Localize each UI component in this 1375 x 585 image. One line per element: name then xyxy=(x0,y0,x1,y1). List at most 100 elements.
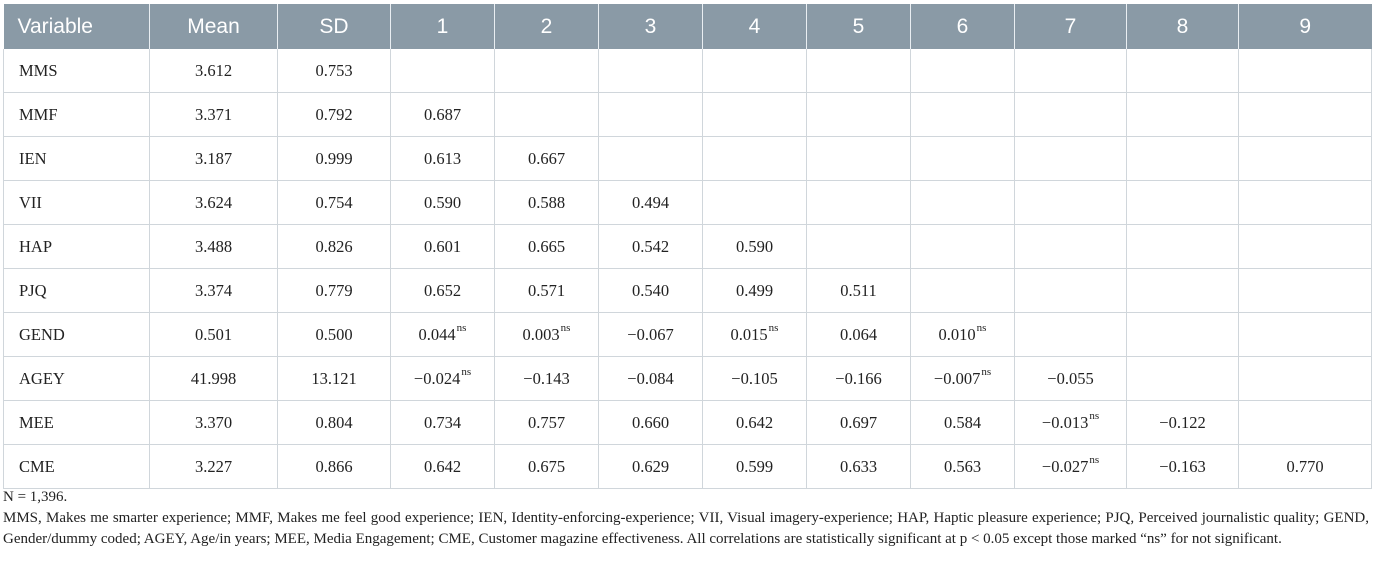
cell-value: 0.542 xyxy=(631,236,670,256)
table-cell: 0.629 xyxy=(598,444,703,489)
variable-cell: GEND xyxy=(3,312,150,357)
table-cell xyxy=(1238,356,1372,401)
table-cell: 0.734 xyxy=(390,400,495,445)
cell-value: 0.494 xyxy=(631,192,670,212)
cell-value: −0.122 xyxy=(1159,412,1206,432)
cell-value: 0.642 xyxy=(735,412,774,432)
table-cell xyxy=(598,136,703,181)
variable-cell: HAP xyxy=(3,224,150,269)
table-cell: −0.024ns xyxy=(390,356,495,401)
table-cell: −0.055 xyxy=(1014,356,1127,401)
table-cell: 0.044ns xyxy=(390,312,495,357)
cell-value: 3.612 xyxy=(194,60,233,80)
table-cell xyxy=(1126,49,1239,93)
cell-value: 0.501 xyxy=(194,324,233,344)
cell-value: 0.804 xyxy=(315,412,353,432)
table-cell xyxy=(1238,268,1372,313)
column-header: 6 xyxy=(910,4,1015,49)
cell-value: 0.665 xyxy=(527,236,566,256)
table-row: HAP 3.488 0.826 0.601 0.665 0.542 0.590 xyxy=(3,224,1372,269)
table-cell: −0.105 xyxy=(702,356,807,401)
cell-value: 0.629 xyxy=(631,456,670,476)
table-row: PJQ 3.374 0.779 0.652 0.571 0.540 0.499 0.511 xyxy=(3,268,1372,313)
table-cell xyxy=(1126,224,1239,269)
cell-value: 0.500 xyxy=(315,324,353,344)
table-cell xyxy=(1014,224,1127,269)
table-cell: 0.010ns xyxy=(910,312,1015,357)
cell-value: 3.371 xyxy=(194,104,233,124)
table-cell xyxy=(806,92,911,137)
table-cell xyxy=(1238,400,1372,445)
table-cell xyxy=(910,268,1015,313)
table-row: IEN 3.187 0.999 0.613 0.667 xyxy=(3,136,1372,181)
table-cell: 3.624 xyxy=(149,180,278,225)
table-cell xyxy=(806,180,911,225)
table-cell: −0.166 xyxy=(806,356,911,401)
table-cell: 0.588 xyxy=(494,180,599,225)
table-cell: −0.122 xyxy=(1126,400,1239,445)
table-cell: 0.613 xyxy=(390,136,495,181)
cell-value: AGEY xyxy=(19,368,65,388)
cell-value: 0.642 xyxy=(423,456,462,476)
cell-value: 0.697 xyxy=(839,412,878,432)
cell-value: GEND xyxy=(19,324,65,344)
column-header: 8 xyxy=(1126,4,1239,49)
cell-value: 0.660 xyxy=(631,412,670,432)
table-row: AGEY 41.998 13.121 −0.024ns −0.143 −0.084 −0.1… xyxy=(3,356,1372,401)
cell-value: 0.601 xyxy=(423,236,462,256)
variable-cell: AGEY xyxy=(3,356,150,401)
table-cell: 0.642 xyxy=(702,400,807,445)
table-cell: 3.370 xyxy=(149,400,278,445)
table-cell: 0.687 xyxy=(390,92,495,137)
cell-value: 41.998 xyxy=(190,368,237,388)
column-header: 1 xyxy=(390,4,495,49)
table-cell: 0.601 xyxy=(390,224,495,269)
cell-value: 13.121 xyxy=(311,368,357,388)
table-cell xyxy=(702,180,807,225)
table-cell: 0.571 xyxy=(494,268,599,313)
cell-value: 0.754 xyxy=(315,192,353,212)
cell-value: 0.590 xyxy=(423,192,462,212)
table-row: MEE 3.370 0.804 0.734 0.757 0.660 0.642 0.697 0.… xyxy=(3,400,1372,445)
table-cell xyxy=(1238,49,1372,93)
table-cell: 0.660 xyxy=(598,400,703,445)
table-cell: 3.187 xyxy=(149,136,278,181)
cell-value: 0.015 xyxy=(730,324,768,344)
table-body: MMS 3.612 0.753 MMF 3.371 0.792 0.687 IEN 3.187 0… xyxy=(3,49,1372,489)
table-cell xyxy=(494,49,599,93)
sample-size-note: N = 1,396. xyxy=(3,489,68,505)
cell-value: 0.675 xyxy=(527,456,566,476)
table-cell xyxy=(702,136,807,181)
table-cell: 41.998 xyxy=(149,356,278,401)
cell-value: 0.563 xyxy=(943,456,982,476)
table-cell: 0.633 xyxy=(806,444,911,489)
table-cell xyxy=(1126,136,1239,181)
cell-value: 0.687 xyxy=(423,104,462,124)
cell-value: 0.511 xyxy=(840,280,877,300)
table-cell: 3.374 xyxy=(149,268,278,313)
cell-value: VII xyxy=(19,192,42,212)
table-row: MMF 3.371 0.792 0.687 xyxy=(3,92,1372,137)
table-cell xyxy=(806,136,911,181)
cell-value: −0.024 xyxy=(413,368,461,388)
column-header: 7 xyxy=(1014,4,1127,49)
table-cell: 0.501 xyxy=(149,312,278,357)
table-cell xyxy=(1126,180,1239,225)
cell-value: 3.374 xyxy=(194,280,233,300)
not-significant-marker: ns xyxy=(981,365,992,378)
cell-value: 3.227 xyxy=(194,456,233,476)
table-cell: 0.563 xyxy=(910,444,1015,489)
table-cell xyxy=(702,49,807,93)
abbreviation-legend-note: MMS, Makes me smarter experience; MMF, M… xyxy=(3,510,1369,547)
table-cell: 0.540 xyxy=(598,268,703,313)
cell-value: −0.055 xyxy=(1047,368,1094,388)
cell-value: PJQ xyxy=(19,280,47,300)
cell-value: 0.599 xyxy=(735,456,774,476)
cell-value: −0.027 xyxy=(1041,456,1089,476)
column-header: 2 xyxy=(494,4,599,49)
not-significant-marker: ns xyxy=(1089,453,1100,466)
table-cell: 0.754 xyxy=(277,180,391,225)
table-cell: 0.999 xyxy=(277,136,391,181)
table-cell: 0.866 xyxy=(277,444,391,489)
table-cell xyxy=(806,224,911,269)
